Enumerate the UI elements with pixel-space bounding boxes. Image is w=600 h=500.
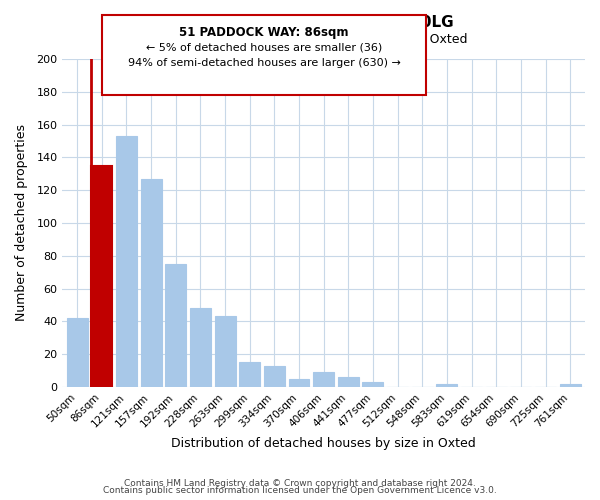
Text: 51, PADDOCK WAY, OXTED, RH8 0LG: 51, PADDOCK WAY, OXTED, RH8 0LG (146, 15, 454, 30)
Bar (165, 264, 186, 387)
Bar (239, 362, 260, 387)
Bar (436, 384, 457, 387)
Bar (215, 316, 236, 387)
Bar (338, 377, 359, 387)
Bar (116, 136, 137, 387)
Bar (140, 178, 161, 387)
Bar (91, 166, 112, 387)
Text: Size of property relative to detached houses in Oxted: Size of property relative to detached ho… (132, 32, 468, 46)
Text: Contains HM Land Registry data © Crown copyright and database right 2024.: Contains HM Land Registry data © Crown c… (124, 478, 476, 488)
Bar (67, 318, 88, 387)
Text: 94% of semi-detached houses are larger (630) →: 94% of semi-detached houses are larger (… (128, 58, 400, 68)
Bar (362, 382, 383, 387)
Text: 51 PADDOCK WAY: 86sqm: 51 PADDOCK WAY: 86sqm (179, 26, 349, 39)
Y-axis label: Number of detached properties: Number of detached properties (15, 124, 28, 322)
Text: Contains public sector information licensed under the Open Government Licence v3: Contains public sector information licen… (103, 486, 497, 495)
Text: ← 5% of detached houses are smaller (36): ← 5% of detached houses are smaller (36) (146, 42, 382, 52)
Bar (313, 372, 334, 387)
Bar (264, 366, 285, 387)
Bar (560, 384, 581, 387)
X-axis label: Distribution of detached houses by size in Oxted: Distribution of detached houses by size … (171, 437, 476, 450)
Bar (190, 308, 211, 387)
Bar (289, 378, 310, 387)
